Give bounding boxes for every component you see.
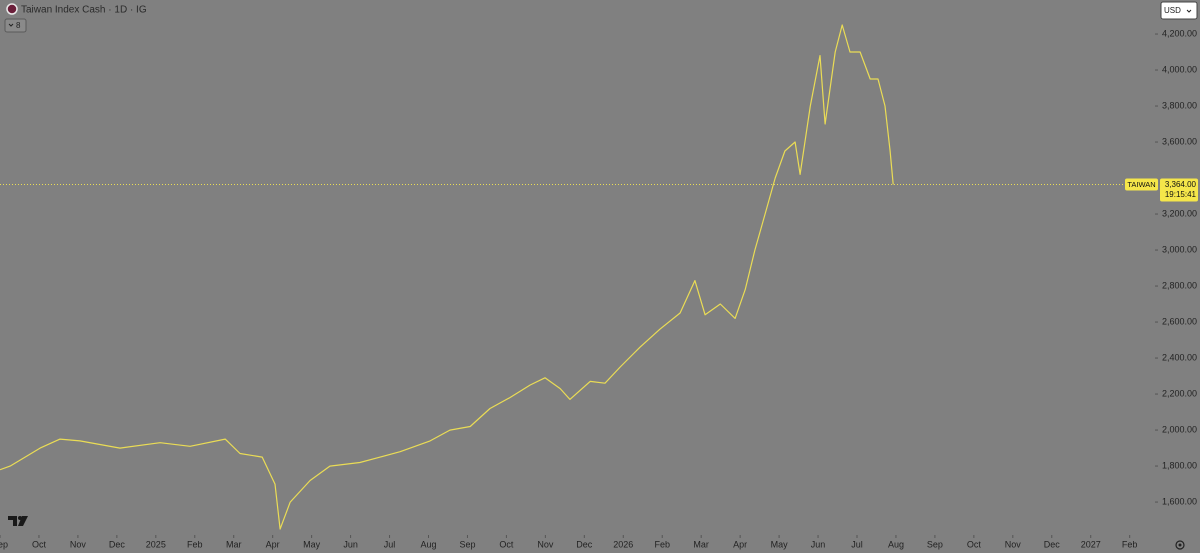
- chevron: [8, 23, 14, 27]
- x-tick-label: Dec: [1044, 539, 1061, 549]
- x-tick-label: Dec: [576, 539, 593, 549]
- tv-logo: [8, 516, 28, 526]
- y-tick-label: 1,600.00: [1162, 496, 1197, 506]
- last-price-label: 3,364.00: [1165, 180, 1197, 189]
- y-tick-label: 2,600.00: [1162, 316, 1197, 326]
- x-tick-label: 2025: [146, 539, 166, 549]
- x-tick-label: Nov: [1005, 539, 1022, 549]
- y-tick-label: 2,400.00: [1162, 352, 1197, 362]
- x-tick-label: Oct: [499, 539, 514, 549]
- y-tick-label: 4,000.00: [1162, 64, 1197, 74]
- x-tick-label: Mar: [693, 539, 709, 549]
- x-tick-label: Feb: [654, 539, 670, 549]
- x-tick-label: Feb: [1122, 539, 1138, 549]
- countdown: 19:15:41: [1165, 190, 1197, 199]
- chart-title: Taiwan Index Cash · 1D · IG: [21, 5, 147, 16]
- x-tick-label: Jun: [811, 539, 826, 549]
- x-tick-label: Sep: [459, 539, 475, 549]
- x-tick-label: Jun: [343, 539, 358, 549]
- symbol-icon: [6, 3, 18, 15]
- x-tick-label: Apr: [266, 539, 280, 549]
- collapse-count: 8: [16, 21, 21, 30]
- x-tick-label: Nov: [70, 539, 87, 549]
- x-tick-label: Oct: [967, 539, 982, 549]
- x-tick-label: Aug: [888, 539, 904, 549]
- x-tick-label: Sep: [927, 539, 943, 549]
- price-line: [0, 24, 894, 530]
- series-tag: [1125, 178, 1158, 191]
- y-tick-label: 2,800.00: [1162, 280, 1197, 290]
- x-tick-label: Oct: [32, 539, 47, 549]
- settings-icon[interactable]: [1175, 540, 1185, 550]
- x-tick-label: Dec: [109, 539, 126, 549]
- x-tick-label: Nov: [537, 539, 554, 549]
- x-tick-label: May: [303, 539, 321, 549]
- x-tick-label: Sep: [0, 539, 8, 549]
- x-tick-label: 2026: [613, 539, 633, 549]
- x-tick-label: May: [771, 539, 789, 549]
- y-tick-label: 2,200.00: [1162, 388, 1197, 398]
- y-tick-label: 3,200.00: [1162, 208, 1197, 218]
- y-tick-label: 2,000.00: [1162, 424, 1197, 434]
- x-tick-label: Apr: [733, 539, 747, 549]
- chevron: [1186, 9, 1192, 13]
- y-tick-label: 3,600.00: [1162, 136, 1197, 146]
- y-tick-label: 4,200.00: [1162, 28, 1197, 38]
- currency-button[interactable]: [1160, 1, 1198, 20]
- x-tick-label: Aug: [420, 539, 436, 549]
- x-tick-label: Jul: [851, 539, 863, 549]
- y-tick-label: 3,000.00: [1162, 244, 1197, 254]
- y-tick-label: 3,800.00: [1162, 100, 1197, 110]
- collapse-button[interactable]: [4, 18, 27, 33]
- x-tick-label: 2027: [1081, 539, 1101, 549]
- x-tick-label: Jul: [384, 539, 396, 549]
- last-price-box: [1160, 178, 1198, 202]
- plot-area: 1,600.00 1,800.00 2,000.00 2,200.00 2,400.00…: [0, 24, 1198, 549]
- x-tick-label: Feb: [187, 539, 203, 549]
- series-tag-label: TAIWAN: [1127, 180, 1155, 189]
- currency-label: USD: [1164, 6, 1181, 15]
- y-tick-label: 1,800.00: [1162, 460, 1197, 470]
- x-tick-label: Mar: [226, 539, 242, 549]
